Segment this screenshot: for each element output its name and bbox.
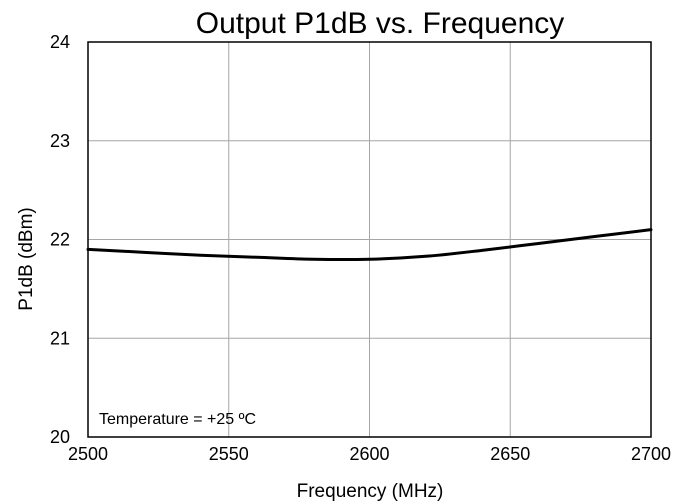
chart-title: Output P1dB vs. Frequency [196,7,565,40]
y-axis-ticks: 20 21 22 23 24 [50,32,70,447]
series-line-0 [86,228,653,262]
y-tick-label-0: 20 [50,427,70,447]
y-tick-label-1: 21 [50,328,70,348]
grid-lines [88,42,651,437]
x-axis-ticks: 2500 2550 2600 2650 2700 [68,444,671,464]
x-tick-label-2: 2600 [349,444,389,464]
x-axis-label: Frequency (MHz) [297,481,444,502]
x-tick-label-3: 2650 [490,444,530,464]
x-tick-label-0: 2500 [68,444,108,464]
y-tick-label-3: 23 [50,131,70,151]
temperature-annotation: Temperature = +25 ºC [99,411,256,428]
y-axis-label: P1dB (dBm) [16,207,37,310]
plot-area-frame [87,41,652,438]
x-tick-label-1: 2550 [209,444,249,464]
x-tick-label-4: 2700 [631,444,671,464]
y-tick-label-2: 22 [50,230,70,250]
y-tick-label-4: 24 [50,32,70,52]
series-group [86,228,653,262]
